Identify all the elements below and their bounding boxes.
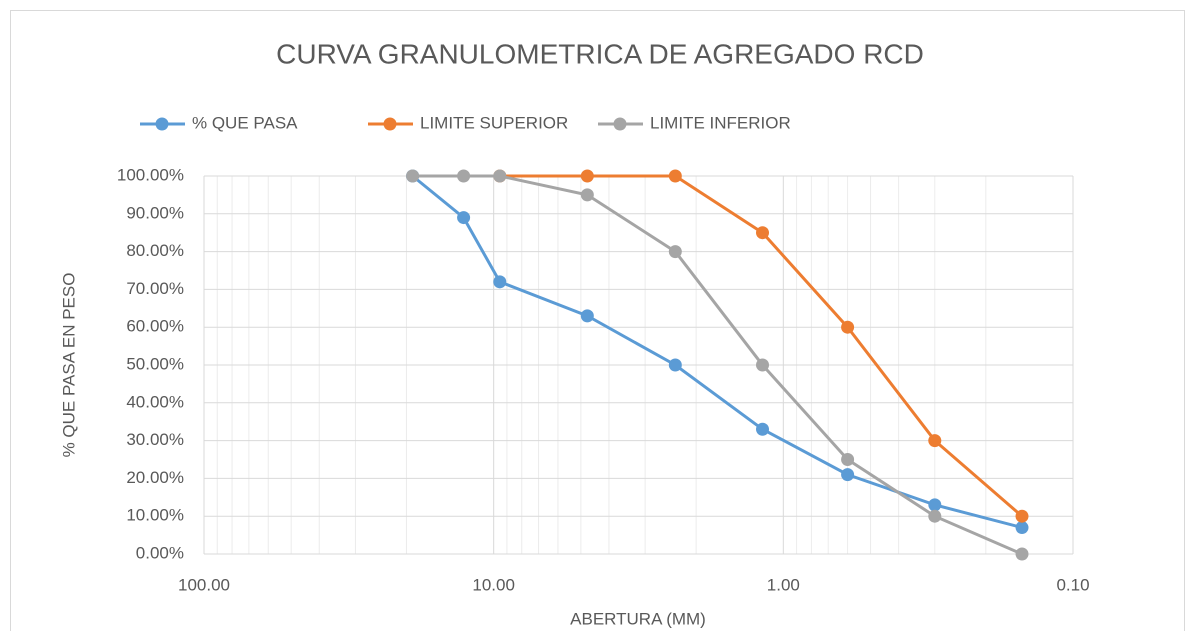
data-point [493,169,507,183]
legend-label: LIMITE SUPERIOR [420,113,568,132]
x-tick-label: 1.00 [767,575,800,594]
x-axis-label: ABERTURA (MM) [570,609,706,628]
data-point [580,169,594,183]
y-tick-label: 90.00% [126,203,184,222]
data-point [406,169,420,183]
y-axis-label: % QUE PASA EN PESO [59,273,78,458]
y-tick-label: 50.00% [126,354,184,373]
data-point [580,309,594,323]
chart-title: CURVA GRANULOMETRICA DE AGREGADO RCD [276,38,924,69]
data-point [457,169,471,183]
x-tick-label: 0.10 [1056,575,1089,594]
x-tick-label: 100.00 [178,575,230,594]
data-point [668,358,682,372]
data-point [756,226,770,240]
y-tick-label: 20.00% [126,468,184,487]
data-point [756,422,770,436]
data-point [668,245,682,259]
data-point [1015,509,1029,523]
y-tick-label: 60.00% [126,317,184,336]
chart-border [10,10,1185,631]
legend-marker [613,117,627,131]
legend-label: LIMITE INFERIOR [650,113,791,132]
data-point [928,434,942,448]
series-line [411,174,1023,529]
legend-marker [155,117,169,131]
data-point [580,188,594,202]
data-point [841,320,855,334]
data-point [841,453,855,466]
y-tick-label: 0.00% [136,543,184,562]
y-tick-label: 30.00% [126,430,184,449]
data-point [928,498,942,512]
data-point [841,468,855,482]
x-tick-label: 10.00 [472,575,515,594]
data-point [928,509,942,523]
data-point [756,358,770,372]
data-point [668,169,682,183]
y-tick-label: 80.00% [126,241,184,260]
data-point [1015,521,1029,535]
data-point [457,211,471,225]
legend-marker [383,117,397,131]
data-point [493,275,507,289]
legend-label: % QUE PASA [192,113,298,132]
data-point [1015,547,1029,561]
y-tick-label: 70.00% [126,279,184,298]
y-tick-label: 10.00% [126,506,184,525]
y-tick-label: 100.00% [117,165,184,184]
y-tick-label: 40.00% [126,392,184,411]
